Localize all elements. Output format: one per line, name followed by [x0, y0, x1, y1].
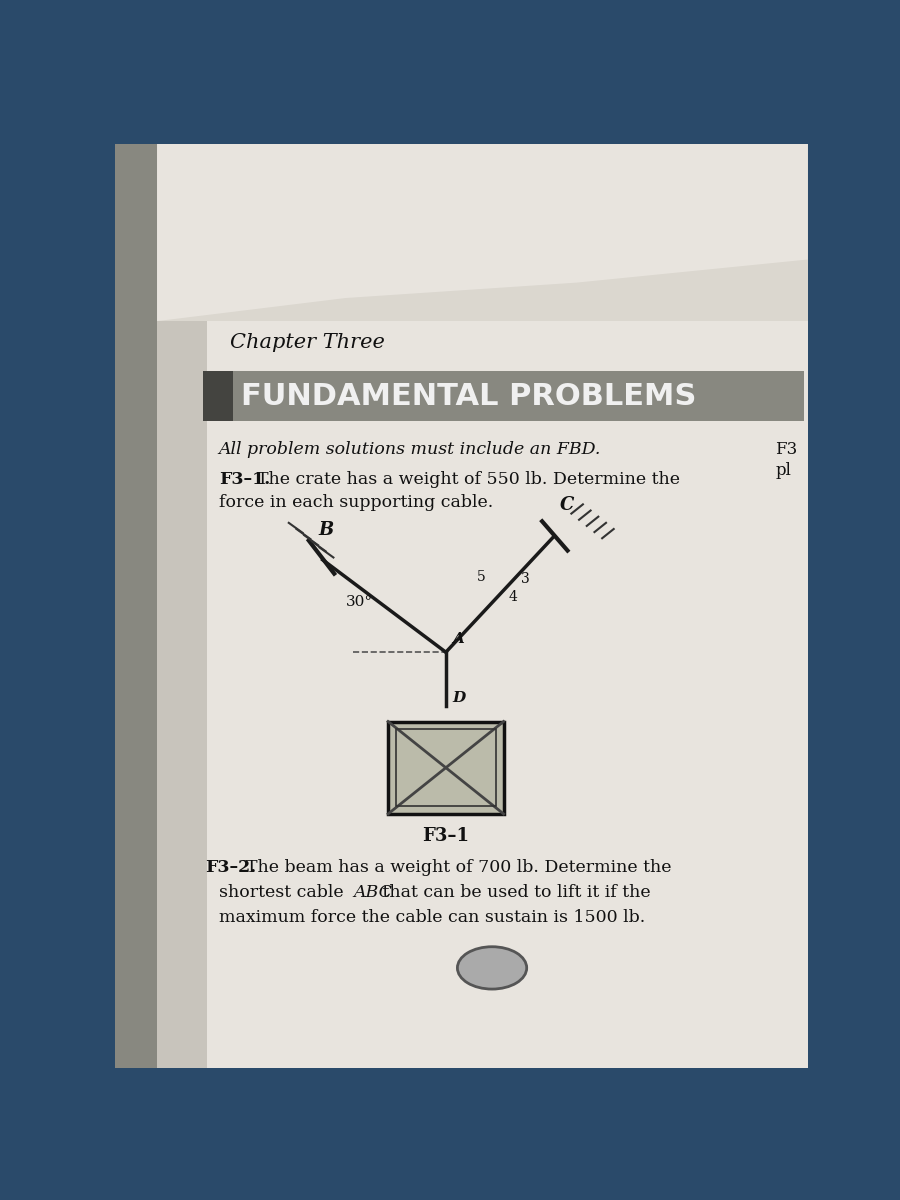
- Text: that can be used to lift it if the: that can be used to lift it if the: [376, 884, 650, 901]
- Bar: [203, 371, 232, 421]
- Polygon shape: [158, 144, 808, 322]
- Text: maximum force the cable can sustain is 1500 lb.: maximum force the cable can sustain is 1…: [219, 908, 645, 925]
- Text: B: B: [319, 521, 334, 539]
- Text: FUNDAMENTAL PROBLEMS: FUNDAMENTAL PROBLEMS: [241, 382, 697, 410]
- Text: pl: pl: [776, 462, 791, 479]
- Text: ABC: ABC: [354, 884, 392, 901]
- Text: F3–1.: F3–1.: [219, 472, 270, 488]
- Text: 5: 5: [477, 570, 485, 583]
- Bar: [158, 322, 808, 1068]
- Text: F3: F3: [776, 440, 797, 457]
- Text: shortest cable: shortest cable: [219, 884, 349, 901]
- Text: A: A: [452, 632, 464, 646]
- Bar: [203, 371, 804, 421]
- Text: force in each supporting cable.: force in each supporting cable.: [219, 494, 493, 511]
- Text: All problem solutions must include an FBD.: All problem solutions must include an FB…: [219, 440, 601, 457]
- Text: 30°: 30°: [346, 595, 373, 608]
- Text: The crate has a weight of 550 lb. Determine the: The crate has a weight of 550 lb. Determ…: [257, 472, 680, 488]
- Polygon shape: [158, 144, 207, 1068]
- Polygon shape: [161, 144, 808, 1068]
- Text: C: C: [560, 496, 574, 514]
- Text: 4: 4: [509, 589, 518, 604]
- Ellipse shape: [457, 947, 526, 989]
- Text: F3–1: F3–1: [422, 827, 470, 845]
- Text: The beam has a weight of 700 lb. Determine the: The beam has a weight of 700 lb. Determi…: [246, 859, 671, 876]
- Text: F3–2.: F3–2.: [205, 859, 256, 876]
- Bar: [388, 721, 504, 814]
- Polygon shape: [115, 144, 158, 1068]
- Text: 3: 3: [521, 572, 530, 586]
- Polygon shape: [115, 144, 808, 336]
- Text: Chapter Three: Chapter Three: [230, 334, 385, 352]
- Text: D: D: [452, 691, 465, 706]
- Bar: [396, 730, 496, 806]
